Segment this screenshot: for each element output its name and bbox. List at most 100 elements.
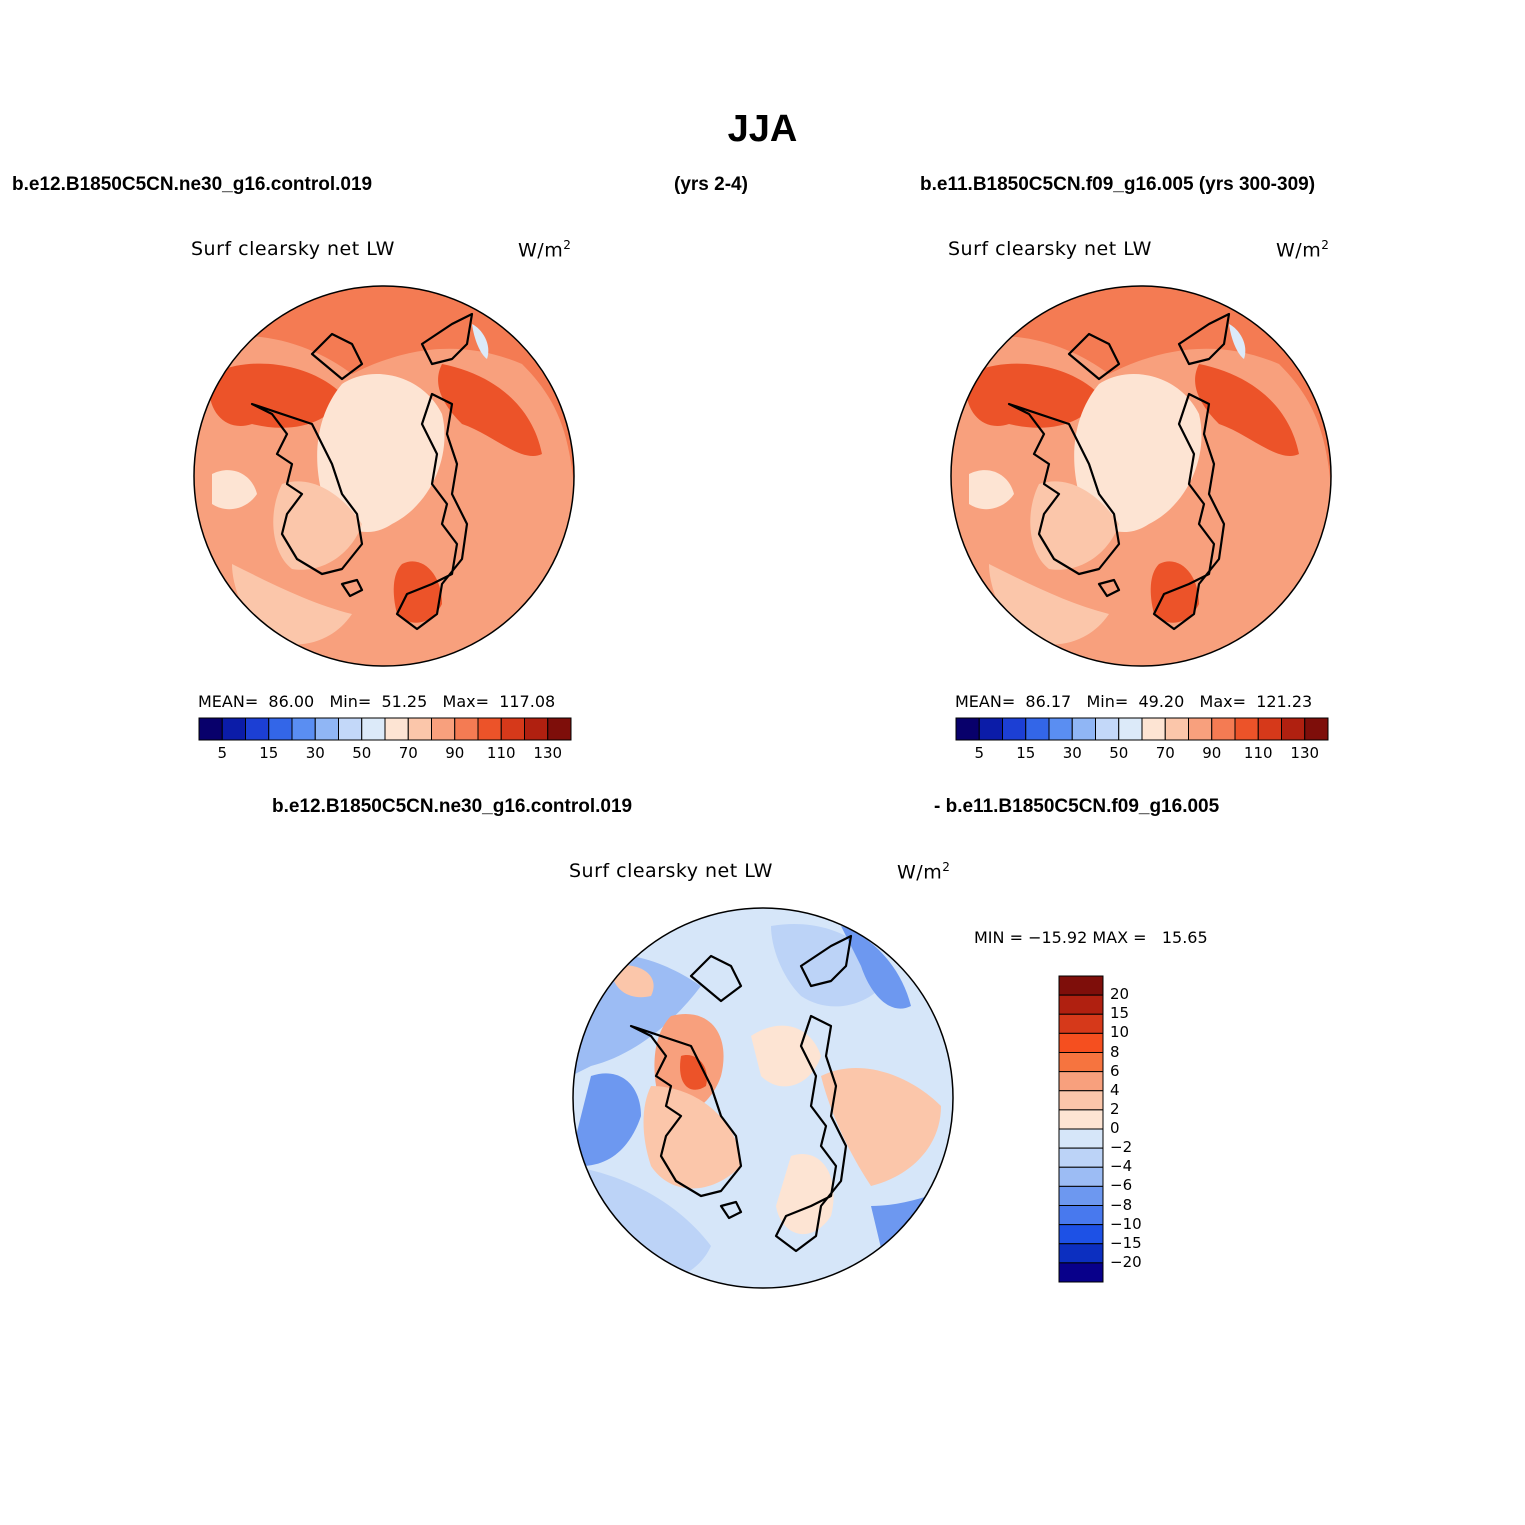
top-right-case-name: b.e11.B1850C5CN.f09_g16.005 (yrs 300-309… bbox=[920, 174, 1316, 195]
right-colorbar-tick-label: 90 bbox=[1202, 744, 1222, 762]
left-max-label: Max= bbox=[442, 692, 490, 711]
diff-colorbar-tick-label: 0 bbox=[1110, 1119, 1120, 1137]
diff-colorbar-labels: 20 15 10 8 6 4 2 0 −2 −4 −6 −8 −10 −15 −20 bbox=[1110, 975, 1170, 1283]
diff-case-a: b.e12.B1850C5CN.ne30_g16.control.019 bbox=[272, 796, 633, 817]
diff-colorbar-tick-label: 10 bbox=[1110, 1023, 1130, 1042]
left-colorbar-swatch bbox=[547, 717, 572, 741]
left-colorbar-tick-label: 50 bbox=[352, 744, 372, 762]
left-min-value: 51.25 bbox=[381, 692, 428, 711]
right-colorbar-tick-label: 70 bbox=[1155, 744, 1175, 762]
diff-variable-label: Surf clearsky net LW bbox=[569, 860, 773, 882]
left-colorbar-swatch bbox=[384, 717, 409, 741]
diff-minmax: MIN = −15.92 MAX = 15.65 bbox=[974, 928, 1208, 947]
left-mean-value: 86.00 bbox=[268, 692, 315, 711]
right-colorbar-tick-label: 110 bbox=[1243, 744, 1273, 762]
diff-colorbar-swatch bbox=[1058, 1109, 1104, 1130]
left-colorbar-swatch bbox=[291, 717, 316, 741]
diff-colorbar-swatch bbox=[1058, 1224, 1104, 1245]
left-colorbar-swatch bbox=[431, 717, 456, 741]
diff-colorbar-swatch bbox=[1058, 1128, 1104, 1149]
left-colorbar-tick-label: 15 bbox=[259, 744, 279, 762]
diff-colorbar-tick-label: 15 bbox=[1110, 1004, 1130, 1023]
right-colorbar-swatch bbox=[1281, 717, 1306, 741]
diff-colorbar-tick-label: 20 bbox=[1110, 985, 1130, 1004]
left-variable-label: Surf clearsky net LW bbox=[191, 238, 395, 260]
diff-colorbar-tick-label: −4 bbox=[1110, 1157, 1133, 1176]
diff-colorbar-swatch bbox=[1058, 1052, 1104, 1073]
left-colorbar-swatch bbox=[198, 717, 223, 741]
left-colorbar-tick-label: 5 bbox=[217, 744, 228, 762]
right-max-label: Max= bbox=[1199, 692, 1247, 711]
diff-polar-map bbox=[572, 907, 954, 1289]
right-min-value: 49.20 bbox=[1138, 692, 1185, 711]
diff-colorbar bbox=[1058, 975, 1104, 1283]
top-left-case-name: b.e12.B1850C5CN.ne30_g16.control.019 bbox=[12, 174, 373, 195]
diff-colorbar-swatch bbox=[1058, 1071, 1104, 1092]
diff-colorbar-swatch bbox=[1058, 1013, 1104, 1034]
diff-colorbar-tick-label: −6 bbox=[1110, 1176, 1133, 1195]
top-left-years: (yrs 2-4) bbox=[674, 174, 748, 195]
left-colorbar-swatch bbox=[245, 717, 270, 741]
left-units-label: W/m2 bbox=[518, 238, 572, 262]
right-colorbar-swatch bbox=[1071, 717, 1096, 741]
right-max-value: 121.23 bbox=[1256, 692, 1313, 711]
left-colorbar-tick-label: 70 bbox=[398, 744, 418, 762]
right-colorbar-swatch bbox=[1095, 717, 1120, 741]
diff-colorbar-swatch bbox=[1058, 994, 1104, 1015]
left-colorbar-tick-label: 110 bbox=[486, 744, 516, 762]
left-colorbar-swatch bbox=[454, 717, 479, 741]
left-colorbar-swatch bbox=[314, 717, 339, 741]
right-variable-label: Surf clearsky net LW bbox=[948, 238, 1152, 260]
left-colorbar-swatch bbox=[221, 717, 246, 741]
right-colorbar-swatch bbox=[1234, 717, 1259, 741]
right-colorbar bbox=[955, 717, 1329, 741]
left-colorbar-swatch bbox=[407, 717, 432, 741]
left-colorbar-swatch bbox=[361, 717, 386, 741]
left-colorbar-swatch bbox=[268, 717, 293, 741]
diff-colorbar-swatch bbox=[1058, 1185, 1104, 1206]
diff-colorbar-tick-label: −20 bbox=[1110, 1252, 1142, 1271]
right-colorbar-swatch bbox=[1002, 717, 1027, 741]
diff-units-label: W/m2 bbox=[897, 860, 951, 884]
left-colorbar-tick-label: 90 bbox=[445, 744, 465, 762]
right-colorbar-swatch bbox=[1164, 717, 1189, 741]
right-colorbar-swatch bbox=[955, 717, 980, 741]
diff-colorbar-tick-label: 4 bbox=[1110, 1080, 1120, 1099]
right-mean-label: MEAN= bbox=[955, 692, 1016, 711]
right-colorbar-tick-label: 5 bbox=[974, 744, 985, 762]
diff-case-b: - b.e11.B1850C5CN.f09_g16.005 bbox=[934, 796, 1220, 817]
left-colorbar-swatch bbox=[524, 717, 549, 741]
right-units-label: W/m2 bbox=[1276, 238, 1330, 262]
right-colorbar-swatch bbox=[1188, 717, 1213, 741]
diff-colorbar-swatch bbox=[1058, 1205, 1104, 1226]
left-colorbar-tick-label: 30 bbox=[305, 744, 325, 762]
right-colorbar-tick-label: 130 bbox=[1290, 744, 1320, 762]
diff-colorbar-swatch bbox=[1058, 1243, 1104, 1264]
diff-colorbar-tick-label: 2 bbox=[1110, 1099, 1120, 1118]
left-colorbar-swatch bbox=[338, 717, 363, 741]
right-polar-map bbox=[950, 285, 1332, 667]
diff-colorbar-tick-label: 8 bbox=[1110, 1042, 1120, 1061]
left-min-label: Min= bbox=[329, 692, 372, 711]
right-colorbar-swatch bbox=[1141, 717, 1166, 741]
right-colorbar-swatch bbox=[1118, 717, 1143, 741]
left-polar-map bbox=[193, 285, 575, 667]
diff-colorbar-tick-label: −8 bbox=[1110, 1195, 1133, 1214]
right-mean-value: 86.17 bbox=[1025, 692, 1072, 711]
left-colorbar-swatch bbox=[500, 717, 525, 741]
right-colorbar-swatch bbox=[1304, 717, 1329, 741]
right-colorbar-labels: 5 15 30 50 70 90 110 130 bbox=[956, 744, 1328, 764]
right-colorbar-swatch bbox=[1048, 717, 1073, 741]
diff-colorbar-swatch bbox=[1058, 1147, 1104, 1168]
diff-colorbar-tick-label: −2 bbox=[1110, 1138, 1133, 1157]
page-title: JJA bbox=[727, 108, 798, 150]
right-colorbar-swatch bbox=[1025, 717, 1050, 741]
right-colorbar-swatch bbox=[1211, 717, 1236, 741]
left-max-value: 117.08 bbox=[499, 692, 556, 711]
right-stats: MEAN= 86.17 Min= 49.20 Max= 121.23 bbox=[955, 692, 1312, 711]
diff-colorbar-tick-label: −10 bbox=[1110, 1214, 1142, 1233]
left-colorbar bbox=[198, 717, 572, 741]
right-colorbar-tick-label: 30 bbox=[1062, 744, 1082, 762]
right-colorbar-tick-label: 15 bbox=[1016, 744, 1036, 762]
diff-colorbar-swatch bbox=[1058, 1090, 1104, 1111]
